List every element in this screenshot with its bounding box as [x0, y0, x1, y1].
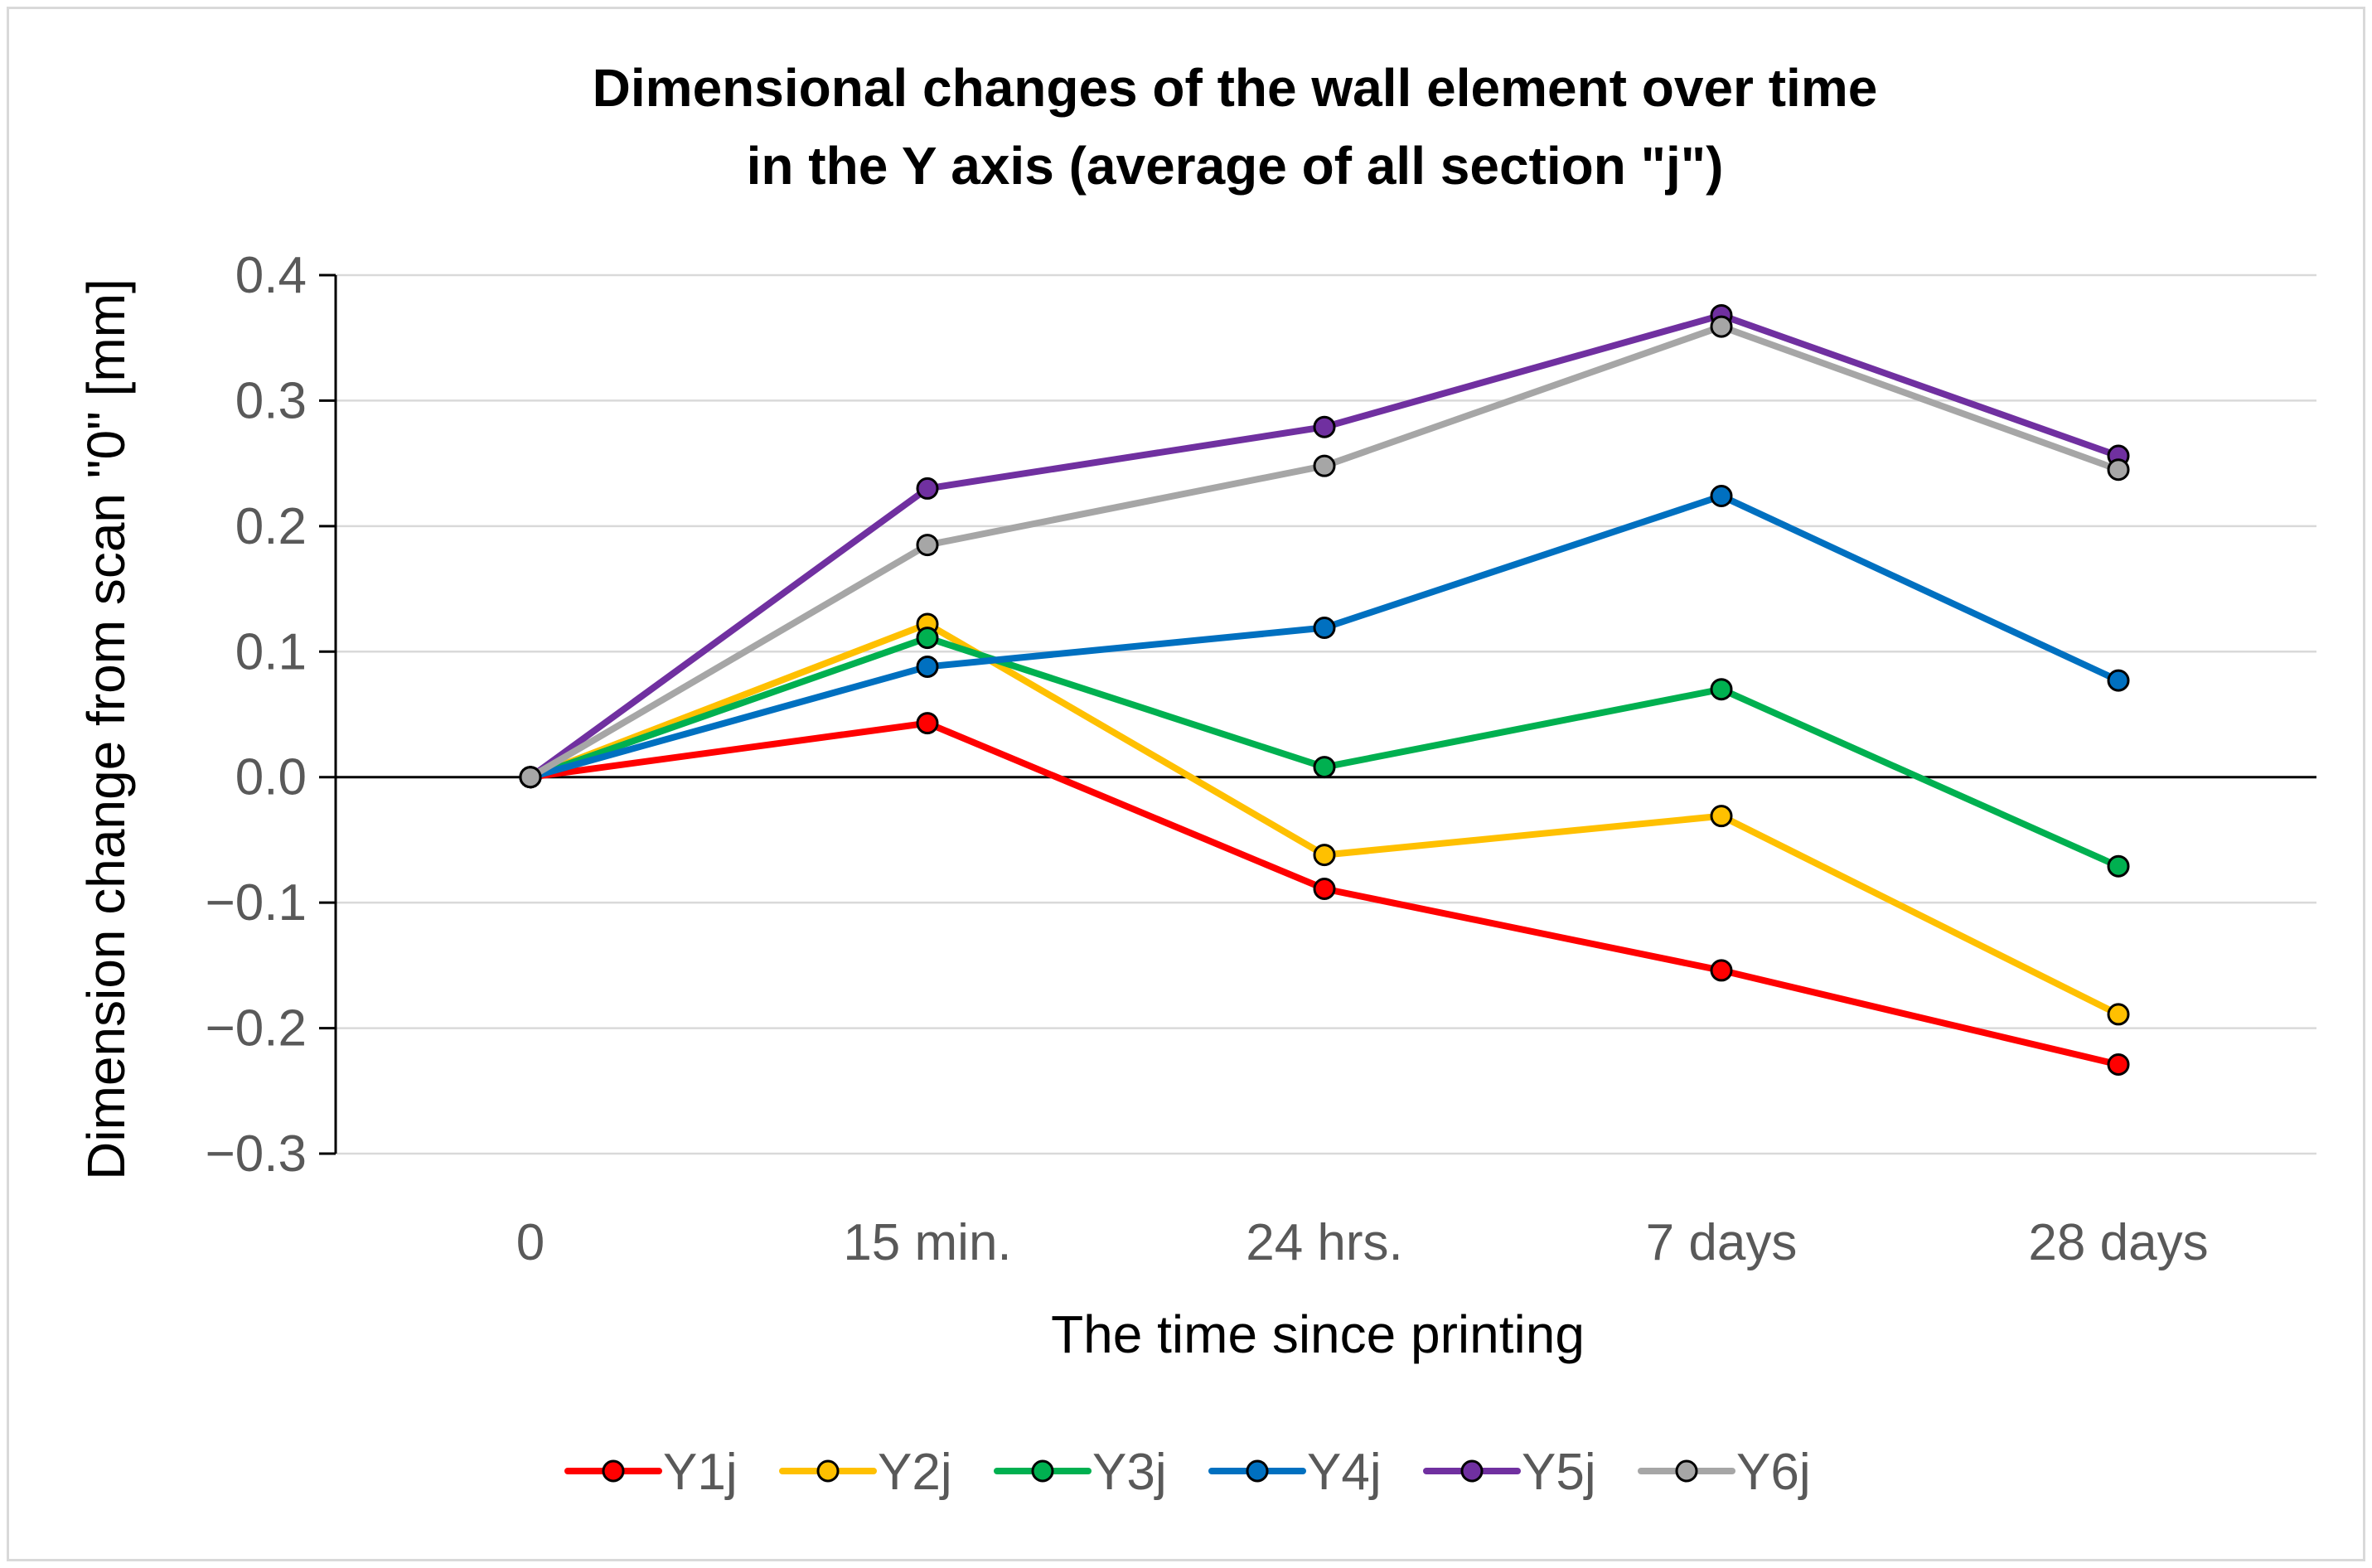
y-tick-label: −0.1 — [206, 874, 307, 932]
series-line-y3j — [527, 634, 2122, 870]
series-y6j — [519, 315, 2130, 789]
data-point — [916, 712, 939, 735]
data-point — [1710, 959, 1733, 982]
chart-frame — [7, 7, 2365, 1561]
y-tick-label: 0.4 — [235, 247, 307, 304]
legend-swatch-marker — [1675, 1459, 1698, 1483]
y-tick-label: 0.2 — [235, 498, 307, 555]
data-point — [1710, 678, 1733, 701]
legend-item-y6j: Y6j — [1638, 1444, 1811, 1501]
data-point — [916, 627, 939, 650]
legend-label: Y6j — [1736, 1444, 1811, 1501]
legend-swatch-marker — [1031, 1459, 1054, 1483]
legend-label: Y3j — [1092, 1444, 1167, 1501]
data-point — [2107, 1053, 2130, 1076]
data-point — [1313, 454, 1336, 477]
x-tick-label: 0 — [516, 1214, 545, 1271]
gridlines — [319, 273, 2316, 1155]
x-tick-label: 28 days — [2028, 1214, 2208, 1271]
data-point — [2107, 1003, 2130, 1026]
data-point — [1313, 844, 1336, 867]
data-point — [1313, 877, 1336, 900]
legend-swatch-marker — [816, 1459, 840, 1483]
y-axis-title: Dimension change from scan "0" [mm] — [76, 278, 136, 1180]
legend-item-y4j: Y4j — [1208, 1444, 1382, 1501]
data-point — [916, 655, 939, 678]
legend-label: Y2j — [878, 1444, 952, 1501]
data-point — [1710, 485, 1733, 508]
data-point — [2107, 458, 2130, 482]
x-tick-label: 7 days — [1646, 1214, 1798, 1271]
legend-label: Y5j — [1522, 1444, 1596, 1501]
data-point — [1710, 315, 1733, 338]
chart-title: Dimensional changes of the wall element … — [593, 58, 1878, 118]
data-point — [1313, 617, 1336, 640]
y-tick-label: −0.2 — [206, 1000, 307, 1057]
x-tick-label: 15 min. — [843, 1214, 1011, 1271]
x-axis-tick-labels: 0 15 min. 24 hrs. 7 days 28 days — [516, 1214, 2209, 1271]
legend-item-y3j: Y3j — [994, 1444, 1167, 1501]
series-y3j — [519, 627, 2130, 878]
series-line-y2j — [527, 620, 2122, 1018]
data-point — [916, 534, 939, 557]
x-axis-title: The time since printing — [1051, 1304, 1585, 1364]
legend-item-y5j: Y5j — [1423, 1444, 1596, 1501]
y-tick-label: 0.1 — [235, 623, 307, 680]
data-point — [2107, 854, 2130, 878]
legend-swatch-marker — [1246, 1459, 1269, 1483]
data-point — [916, 477, 939, 500]
legend-label: Y1j — [663, 1444, 738, 1501]
series-y2j — [519, 612, 2130, 1026]
legend-swatch-marker — [1460, 1459, 1484, 1483]
legend-item-y2j: Y2j — [779, 1444, 952, 1501]
series-layer — [519, 303, 2130, 1076]
data-point — [1313, 756, 1336, 779]
legend-item-y1j: Y1j — [564, 1444, 738, 1501]
legend-swatch-marker — [602, 1459, 625, 1483]
data-point — [519, 766, 542, 789]
y-tick-label: 0.3 — [235, 372, 307, 429]
y-tick-label: 0.0 — [235, 749, 307, 806]
legend: Y1j Y2j Y3j Y4j Y5j Y6j — [564, 1444, 1811, 1501]
data-point — [1710, 805, 1733, 828]
legend-label: Y4j — [1307, 1444, 1382, 1501]
data-point — [2107, 669, 2130, 692]
data-point — [1313, 415, 1336, 438]
x-tick-label: 24 hrs. — [1246, 1214, 1403, 1271]
y-tick-label: −0.3 — [206, 1125, 307, 1183]
series-y4j — [519, 485, 2130, 789]
y-axis-tick-labels: −0.3 −0.2 −0.1 0.0 0.1 0.2 0.3 0.4 — [206, 247, 307, 1183]
chart-subtitle: in the Y axis (average of all section "j… — [747, 136, 1724, 196]
